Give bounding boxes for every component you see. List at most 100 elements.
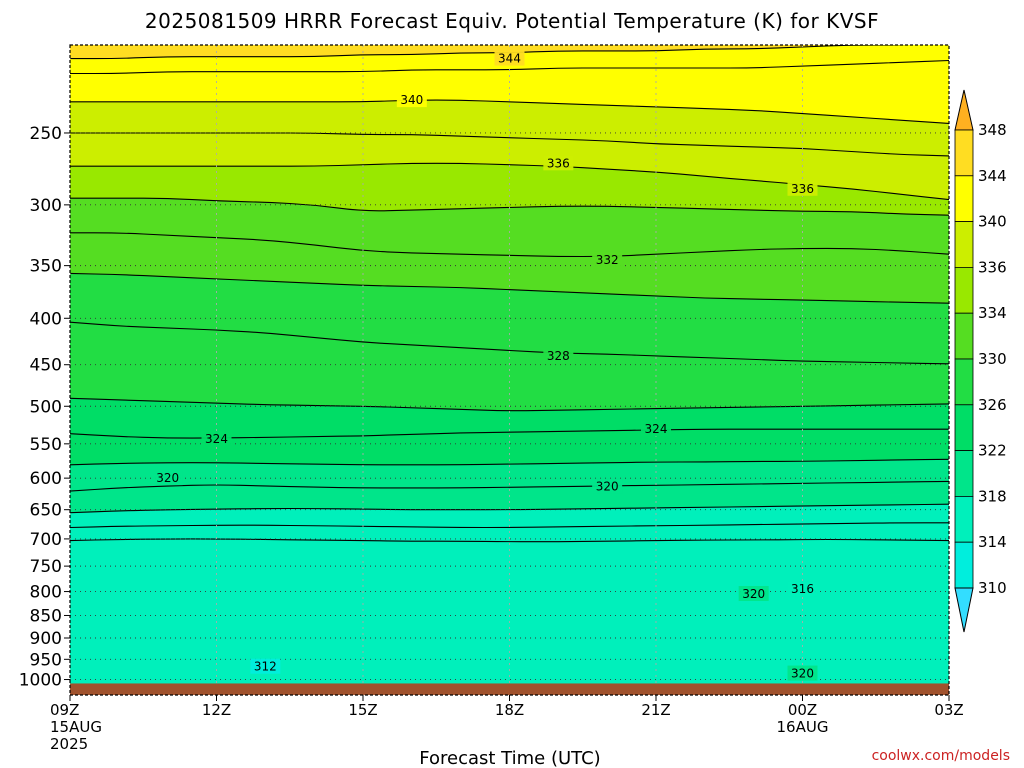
colorbar-swatch xyxy=(954,266,974,314)
x-tick-label: 2025 xyxy=(50,735,88,753)
y-tick-label: 900 xyxy=(30,629,62,649)
y-tick-label: 800 xyxy=(30,583,62,603)
colorbar-tick-label: 322 xyxy=(978,442,1007,460)
credit-text: coolwx.com/models xyxy=(872,748,1010,764)
y-tick-label: 500 xyxy=(30,397,62,417)
colorbar-tick-label: 344 xyxy=(978,167,1007,185)
colorbar-tick-label: 318 xyxy=(978,487,1007,505)
y-axis-ticks: 250 300 350 400 450 500 550 600 650 700 750 800 850 9… xyxy=(19,124,70,691)
contour-label: 332 xyxy=(596,253,619,267)
y-tick-label: 950 xyxy=(30,650,62,670)
y-tick-label: 350 xyxy=(30,257,62,277)
colorbar-bottom-arrow xyxy=(954,587,974,633)
colorbar-swatch xyxy=(954,450,974,497)
colorbar-swatch xyxy=(954,404,974,451)
contour-320 xyxy=(70,480,949,492)
contour-label: 324 xyxy=(205,432,228,446)
contour-label-bg xyxy=(543,347,574,363)
contour-label: 320 xyxy=(596,480,619,494)
x-tick-label: 21Z xyxy=(641,701,670,719)
contour-label: 312 xyxy=(254,660,277,674)
x-tick-label: 18Z xyxy=(495,701,524,719)
grid-lines xyxy=(70,45,949,684)
y-tick-label: 750 xyxy=(30,557,62,577)
y-tick-label: 400 xyxy=(30,309,62,329)
contour-label: 320 xyxy=(156,471,179,485)
colorbar-swatch xyxy=(954,175,974,223)
y-tick-label: 450 xyxy=(30,356,62,376)
contour-336 xyxy=(70,162,949,201)
contour-label-bg xyxy=(738,586,769,602)
contour-338 xyxy=(70,132,949,157)
contour-label-bg xyxy=(543,155,574,171)
contour-label-bg xyxy=(787,581,818,597)
x-axis-label: Forecast Time (UTC) xyxy=(419,748,600,768)
x-tick-label: 00Z xyxy=(788,701,817,719)
contour-label: 336 xyxy=(791,182,814,196)
contour-label-bg xyxy=(787,665,818,681)
contour-label: 328 xyxy=(547,349,570,363)
colorbar-swatch xyxy=(954,312,974,360)
colorbar-tick-label: 348 xyxy=(978,121,1007,139)
colorbar-tick-label: 340 xyxy=(978,213,1007,231)
colorbar-swatch xyxy=(954,541,974,589)
theta-e-shading xyxy=(70,45,949,695)
ground-surface xyxy=(70,683,949,695)
contour-label-bg xyxy=(641,421,671,437)
contour-label: 344 xyxy=(498,52,521,66)
x-tick-label: 15Z xyxy=(348,701,377,719)
x-tick-label: 09Z xyxy=(50,701,79,719)
y-tick-label: 550 xyxy=(30,435,62,455)
contour-332 xyxy=(70,232,949,258)
contour-labels: 344 340 336 336 332 328 324 324 320 320 320 316 312 3… xyxy=(152,50,818,681)
contour-label: 320 xyxy=(791,667,814,681)
contour-label: 320 xyxy=(742,587,765,601)
colorbar-top-arrow xyxy=(954,89,974,131)
contour-label-bg xyxy=(592,251,623,267)
colorbar-tick-label: 334 xyxy=(978,304,1007,322)
contour-label-bg xyxy=(494,50,525,66)
contour-label-bg xyxy=(592,478,623,494)
colorbar-tick-label: 336 xyxy=(978,258,1007,276)
colorbar-swatch xyxy=(954,221,974,268)
y-tick-label: 300 xyxy=(30,196,62,216)
colorbar-swatch xyxy=(954,129,974,177)
y-tick-label: 1000 xyxy=(19,671,62,691)
contour-label-bg xyxy=(250,658,281,674)
contour-334 xyxy=(70,197,949,216)
isotherm-contours xyxy=(70,45,949,543)
contour-342 xyxy=(70,59,949,75)
colorbar: 310 314 318 322 326 330 334 336 340 344 348 xyxy=(954,89,1007,633)
colorbar-tick-label: 314 xyxy=(978,533,1007,551)
contour-314 xyxy=(70,538,949,543)
contour-label: 340 xyxy=(400,93,423,107)
contour-label-bg xyxy=(787,180,818,196)
x-tick-label: 03Z xyxy=(934,701,963,719)
x-tick-label: 12Z xyxy=(202,701,231,719)
contour-330 xyxy=(70,272,949,304)
contour-344 xyxy=(70,45,912,60)
x-tick-label: 16AUG xyxy=(777,718,829,736)
colorbar-tick-label: 326 xyxy=(978,396,1007,414)
colorbar-tick-label: 330 xyxy=(978,350,1007,368)
chart-title: 2025081509 HRRR Forecast Equiv. Potentia… xyxy=(145,9,879,33)
contour-label: 336 xyxy=(547,156,570,170)
contour-326 xyxy=(70,397,949,412)
y-tick-label: 650 xyxy=(30,501,62,521)
contour-322 xyxy=(70,458,949,466)
contour-label-bg xyxy=(152,470,183,486)
colorbar-tick-label: 310 xyxy=(978,579,1007,597)
contour-label-bg xyxy=(201,430,232,446)
y-tick-label: 850 xyxy=(30,606,62,626)
y-tick-label: 250 xyxy=(30,124,62,144)
contour-label: 324 xyxy=(645,422,668,436)
plot-frame xyxy=(69,44,950,696)
x-tick-label: 15AUG xyxy=(50,718,102,736)
plot-area xyxy=(70,45,949,695)
y-tick-label: 600 xyxy=(30,469,62,489)
contour-316 xyxy=(70,522,949,529)
contour-label: 316 xyxy=(791,582,814,596)
contour-328 xyxy=(70,321,949,365)
